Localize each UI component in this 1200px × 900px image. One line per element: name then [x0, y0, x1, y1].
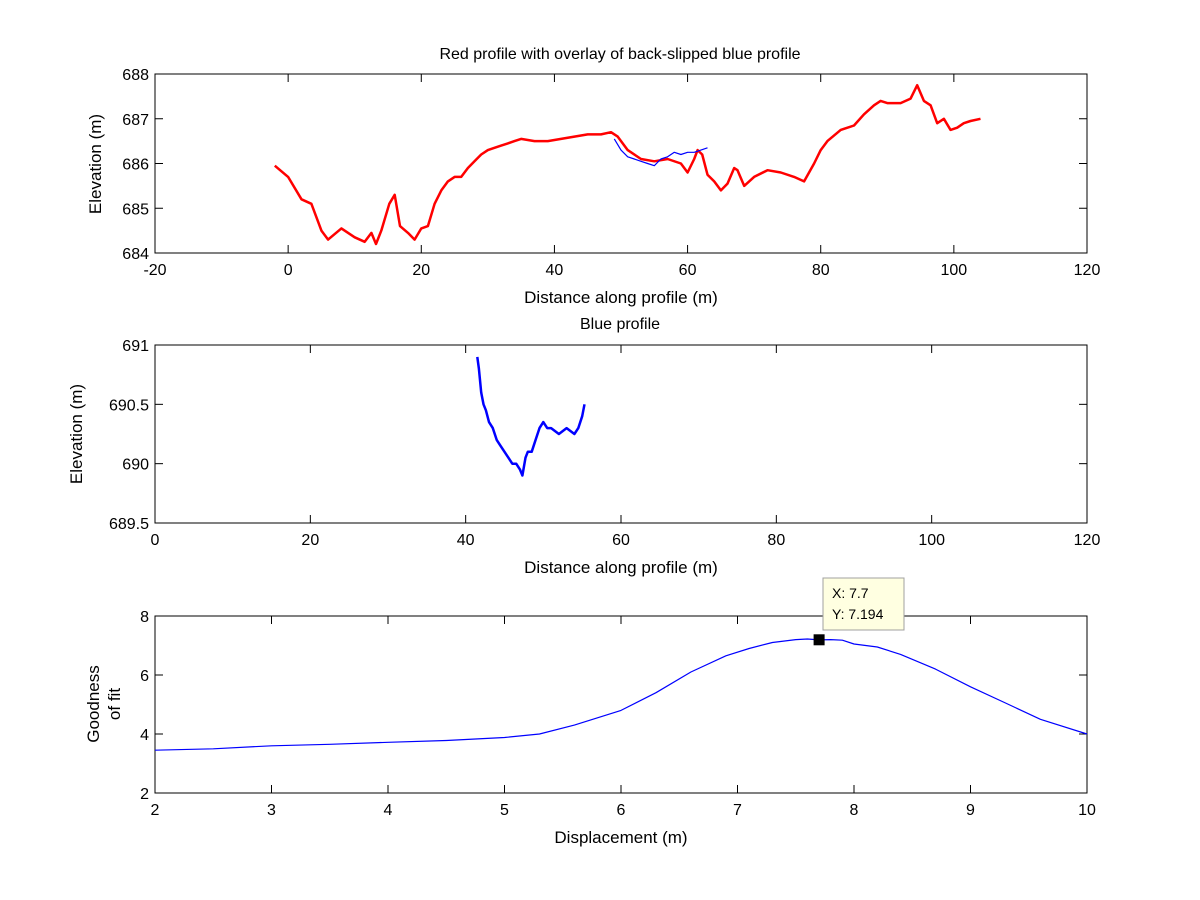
subplot2-ylabel: Elevation (m)	[67, 384, 86, 484]
subplot3-xtick-label: 4	[384, 802, 393, 819]
subplot3-xtick-label: 8	[850, 802, 859, 819]
subplot1-axes-frame	[154, 73, 1088, 254]
subplot1-ylabel: Elevation (m)	[86, 114, 105, 214]
subplot-goodness-of-fit: 2 3 4 5 6 7 8 9 10 2 4 6 8 Displacement (m) Goodnes…	[84, 577, 1096, 847]
subplot3-xtick-label: 2	[151, 802, 160, 819]
subplot1-series-line-1	[273, 83, 981, 246]
subplot2-xtick-label: 100	[918, 532, 945, 549]
subplot3-ylabel: Goodness of fit	[84, 665, 124, 743]
subplot2-series	[476, 356, 586, 477]
subplot3-ytick-label: 8	[140, 609, 149, 626]
subplot2-xtick-label: 120	[1074, 532, 1101, 549]
subplot2-xtick-label: 60	[612, 532, 630, 549]
subplot2-xtick-label: 80	[767, 532, 785, 549]
subplot3-ytick-label: 4	[140, 727, 149, 744]
subplot-red-profile: Red profile with overlay of back-slipped…	[86, 46, 1100, 307]
subplot2-ytick-label: 689.5	[109, 516, 149, 533]
subplot2-ytick-label: 690	[122, 457, 149, 474]
subplot1-xtick-label: 100	[941, 262, 968, 279]
subplot1-xtick-label: 40	[546, 262, 564, 279]
subplot2-series-line-1	[476, 356, 586, 477]
subplot1-series	[273, 83, 981, 246]
subplot1-ytick-label: 686	[122, 157, 149, 174]
subplot3-xtick-label: 10	[1078, 802, 1096, 819]
subplot1-series-line-2	[613, 138, 708, 167]
subplot3-x-ticks: 2 3 4 5 6 7 8 9 10	[151, 616, 1096, 819]
subplot1-ytick-label: 687	[122, 112, 149, 129]
subplot3-ytick-label: 2	[140, 786, 149, 803]
subplot2-x-ticks: 0 20 40 60 80 100 120	[151, 345, 1101, 549]
subplot2-xlabel: Distance along profile (m)	[524, 558, 718, 577]
subplot2-ytick-label: 690.5	[109, 397, 149, 414]
subplot3-ylabel-line1: Goodness	[84, 665, 103, 743]
subplot3-series-line-1	[154, 638, 1088, 751]
subplot1-xtick-label: 120	[1074, 262, 1101, 279]
subplot2-y-ticks: 689.5 690 690.5 691	[109, 338, 1087, 533]
subplot1-title: Red profile with overlay of back-slipped…	[439, 46, 800, 63]
subplot3-xtick-label: 6	[617, 802, 626, 819]
subplot2-title: Blue profile	[580, 316, 660, 333]
subplot1-xtick-label: 80	[812, 262, 830, 279]
subplot2-xtick-label: 20	[301, 532, 319, 549]
subplot1-ytick-label: 688	[122, 67, 149, 84]
subplot3-ytick-label: 6	[140, 668, 149, 685]
datatip-y-text: Y: 7.194	[832, 606, 884, 622]
datatip-x-text: X: 7.7	[832, 585, 869, 601]
subplot3-xtick-label: 9	[966, 802, 975, 819]
subplot3-xtick-label: 5	[500, 802, 509, 819]
subplot1-xtick-label: 60	[679, 262, 697, 279]
subplot1-y-ticks: 684 685 686 687 688	[122, 67, 1087, 263]
subplot1-x-ticks: -20 0 20 40 60 80 100 120	[143, 74, 1100, 279]
subplot3-xlabel: Displacement (m)	[554, 828, 687, 847]
subplot1-xtick-label: -20	[143, 262, 166, 279]
datatip[interactable]: X: 7.7 Y: 7.194	[813, 577, 905, 646]
subplot2-xtick-label: 0	[151, 532, 160, 549]
subplot3-y-ticks: 2 4 6 8	[140, 609, 1087, 803]
datatip-marker[interactable]	[813, 634, 825, 646]
subplot3-xtick-label: 7	[733, 802, 742, 819]
subplot-blue-profile: Blue profile 0 20 40 60 80 100 120 689.5 690 690…	[67, 316, 1100, 577]
subplot1-ytick-label: 684	[122, 246, 149, 263]
subplot1-ytick-label: 685	[122, 201, 149, 218]
subplot2-axes-frame	[154, 344, 1088, 524]
subplot3-axes-frame	[154, 615, 1088, 794]
subplot2-xtick-label: 40	[457, 532, 475, 549]
subplot1-xtick-label: 20	[412, 262, 430, 279]
subplot1-xtick-label: 0	[284, 262, 293, 279]
subplot2-ytick-label: 691	[122, 338, 149, 355]
subplot3-ylabel-line2: of fit	[105, 688, 124, 720]
datatip-box	[822, 577, 905, 631]
subplot3-xtick-label: 3	[267, 802, 276, 819]
subplot1-xlabel: Distance along profile (m)	[524, 288, 718, 307]
subplot3-series	[154, 638, 1088, 751]
